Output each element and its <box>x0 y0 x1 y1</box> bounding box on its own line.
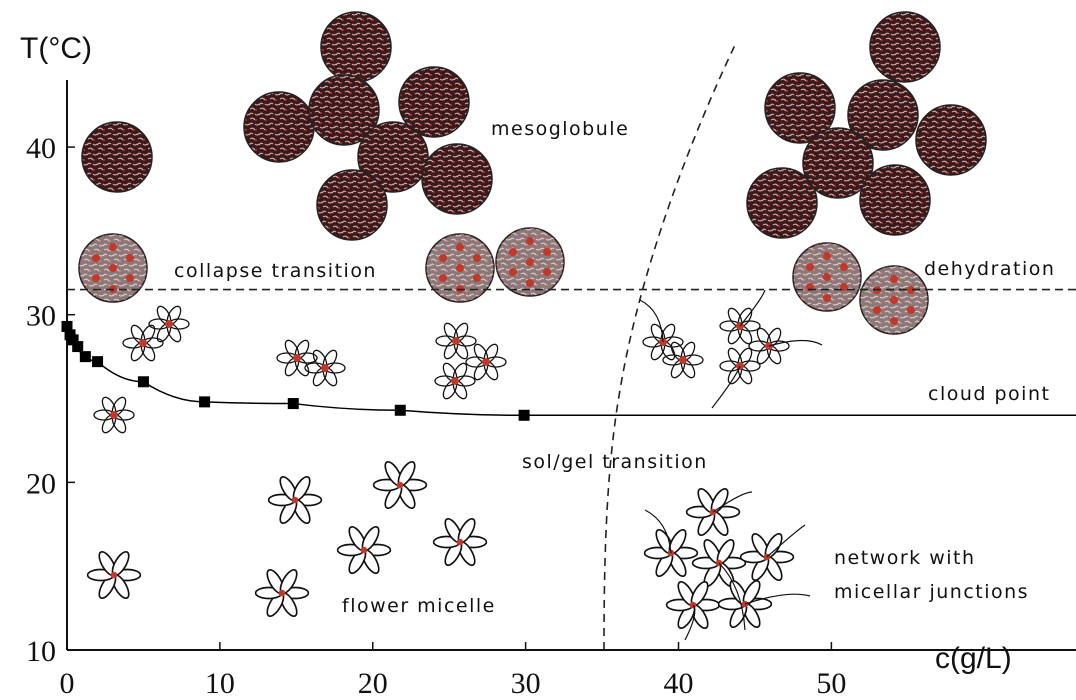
flower <box>88 549 141 600</box>
data-point <box>395 405 406 416</box>
agg <box>426 234 494 302</box>
y-tick-label: 30 <box>26 300 56 333</box>
star <box>305 348 345 388</box>
star <box>435 361 475 401</box>
y-axis-label: T(°C) <box>20 32 92 65</box>
annotation: flower micelle <box>342 595 496 617</box>
annotation: sol/gel transition <box>522 451 708 473</box>
flower <box>338 524 391 575</box>
star <box>94 395 134 435</box>
glob <box>317 170 387 240</box>
agg <box>79 234 147 302</box>
flower <box>434 516 487 567</box>
arm <box>640 300 663 342</box>
x-tick-label: 30 <box>511 667 541 700</box>
annotation: cloud point <box>928 383 1050 405</box>
data-point <box>519 410 530 421</box>
data-point <box>138 376 149 387</box>
annotation: dehydration <box>924 258 1055 280</box>
star <box>277 338 317 378</box>
x-tick-label: 10 <box>205 667 235 700</box>
chart: T(°C) c(g/L) 0102030405010203040mesoglob… <box>0 0 1076 700</box>
arm <box>712 366 740 408</box>
data-point <box>92 356 103 367</box>
star <box>436 321 476 361</box>
glob <box>860 165 930 235</box>
data-point <box>288 398 299 409</box>
x-tick-label: 40 <box>664 667 694 700</box>
x-axis-label: c(g/L) <box>935 642 1012 675</box>
data-point <box>80 351 91 362</box>
glob <box>916 105 986 175</box>
flower <box>374 459 427 510</box>
x-tick-label: 20 <box>358 667 388 700</box>
annotation: collapse transition <box>174 260 377 282</box>
data-point <box>199 396 210 407</box>
glob <box>747 168 817 238</box>
y-tick-label: 40 <box>26 132 56 165</box>
agg <box>793 243 861 311</box>
y-tick-label: 10 <box>26 635 56 668</box>
glob <box>321 12 391 82</box>
flower <box>256 567 309 618</box>
glob <box>82 122 152 192</box>
x-tick-label: 50 <box>816 667 846 700</box>
x-tick-label: 0 <box>60 667 75 700</box>
annotation: micellar junctions <box>834 581 1029 603</box>
annotation: mesoglobule <box>491 118 629 140</box>
agg <box>860 266 928 334</box>
agg <box>496 228 564 296</box>
flower <box>269 474 322 525</box>
cloud-point-curve <box>67 326 1076 415</box>
annotation: network with <box>834 547 976 569</box>
y-tick-label: 20 <box>26 467 56 500</box>
glob <box>870 12 940 82</box>
glob <box>422 144 492 214</box>
illustrations <box>79 12 986 640</box>
data-point <box>72 341 83 352</box>
glob <box>244 92 314 162</box>
star <box>466 342 506 382</box>
